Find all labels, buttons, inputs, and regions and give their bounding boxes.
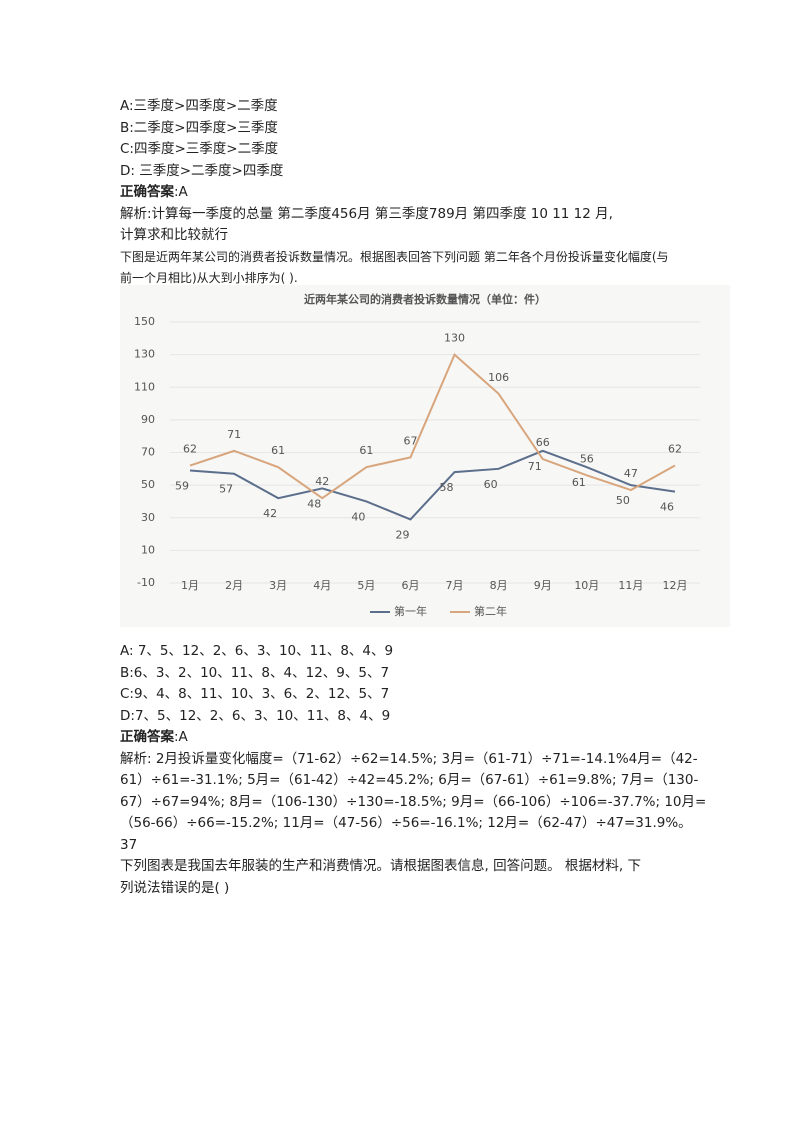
data-label: 59 [175, 479, 189, 492]
line [189, 449, 676, 521]
y-tick-label: -10 [137, 576, 155, 589]
x-tick-label: 6月 [401, 579, 419, 592]
option: B:6、3、2、10、11、8、4、12、9、5、7 [120, 664, 390, 681]
data-label: 48 [307, 497, 321, 510]
y-tick-label: 30 [141, 511, 155, 524]
x-tick-label: 5月 [357, 579, 375, 592]
data-label: 71 [227, 428, 241, 441]
data-label: 47 [624, 467, 638, 480]
answer: 正确答案:A [120, 727, 188, 747]
option: C:四季度>三季度>二季度 [120, 141, 279, 157]
x-tick-label: 11月 [618, 579, 643, 592]
option: A:三季度>四季度>二季度 [120, 98, 278, 114]
analysis: 67）÷67=94%; 8月=（106-130）÷130=-18.5%; 9月=… [120, 793, 707, 810]
y-tick-label: 70 [141, 446, 155, 459]
data-label: 60 [484, 478, 498, 491]
y-tick-label: 90 [141, 413, 155, 426]
data-label: 67 [403, 434, 417, 447]
data-label: 106 [488, 371, 509, 384]
data-label: 50 [616, 494, 630, 507]
x-tick-label: 10月 [574, 579, 599, 592]
chart: 近两年某公司的消费者投诉数量情况（单位：件） -10 10 30 50 70 90 110 13… [120, 285, 730, 627]
data-label: 40 [351, 510, 365, 523]
x-tick-label: 8月 [490, 579, 508, 592]
option: D: 三季度>二季度>四季度 [120, 162, 284, 179]
analysis: 解析:计算每一季度的总量 第二季度456月 第三季度789月 第四季度 10 1… [120, 205, 613, 222]
analysis: 解析: 2月投诉量变化幅度=（71-62）÷62=14.5%; 3月=（61-7… [120, 750, 698, 767]
y-tick-label: 10 [141, 543, 155, 556]
data-label: 42 [263, 507, 277, 520]
option: A: 7、5、12、2、6、3、10、11、8、4、9 [120, 643, 394, 659]
data-label: 66 [536, 436, 550, 449]
y-tick-label: 130 [134, 348, 155, 361]
line [189, 352, 676, 500]
analysis: 计算求和比较就行 [120, 227, 228, 243]
answer-label: 正确答案 [120, 729, 174, 745]
question: 下列图表是我国去年服装的生产和消费情况。请根据图表信息, 回答问题。 根据材料,… [120, 858, 641, 874]
y-tick-label: 50 [141, 478, 155, 491]
x-tick-label: 4月 [313, 579, 331, 592]
question-number: 37 [120, 836, 138, 853]
option: C:9、4、8、11、10、3、6、2、12、5、7 [120, 686, 390, 702]
data-label: 58 [440, 481, 454, 494]
data-label: 61 [359, 444, 373, 457]
data-label: 29 [395, 528, 409, 541]
data-label: 71 [528, 460, 542, 473]
answer-label: 正确答案 [120, 184, 174, 200]
data-label: 62 [668, 443, 682, 456]
analysis: （56-66）÷66=-15.2%; 11月=（47-56）÷56=-16.1%… [120, 815, 692, 831]
data-label: 46 [660, 501, 674, 514]
option: D:7、5、12、2、6、3、10、11、8、4、9 [120, 707, 391, 724]
analysis: 61）÷61=-31.1%; 5月=（61-42）÷42=45.2%; 6月=（… [120, 772, 699, 788]
data-label: 61 [572, 476, 586, 489]
y-tick-label: 110 [134, 380, 155, 393]
data-label: 62 [183, 443, 197, 456]
answer-value: :A [174, 184, 188, 200]
x-tick-label: 12月 [663, 579, 688, 592]
x-tick-label: 7月 [446, 579, 464, 592]
data-label: 42 [315, 475, 329, 488]
question: 列说法错误的是( ) [120, 879, 230, 896]
option: B:二季度>四季度>三季度 [120, 119, 278, 136]
answer-value: :A [174, 729, 188, 745]
data-label: 61 [271, 444, 285, 457]
legend-label: 第二年 [474, 604, 507, 618]
legend-label: 第一年 [394, 604, 427, 618]
y-tick-label: 150 [134, 315, 155, 328]
data-label: 130 [444, 332, 465, 345]
chart-title: 近两年某公司的消费者投诉数量情况（单位：件） [304, 292, 546, 306]
answer: 正确答案:A [120, 182, 188, 202]
x-tick-label: 3月 [269, 579, 287, 592]
question: 下图是近两年某公司的消费者投诉数量情况。根据图表回答下列问题 第二年各个月份投诉… [120, 249, 669, 264]
question: 前一个月相比)从大到小排序为( ). [120, 270, 298, 285]
data-label: 57 [219, 483, 233, 496]
x-tick-label: 9月 [534, 579, 552, 592]
x-tick-label: 2月 [225, 579, 243, 592]
data-label: 56 [580, 452, 594, 465]
x-tick-label: 1月 [181, 579, 199, 592]
